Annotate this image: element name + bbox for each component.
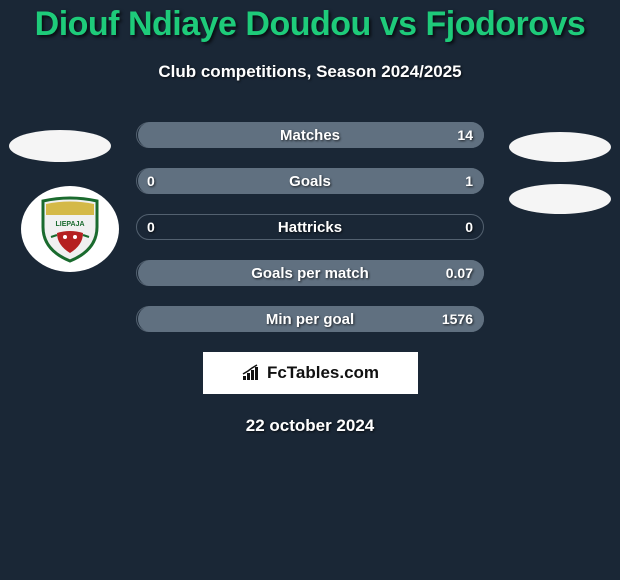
player1-placeholder-icon: [9, 130, 111, 162]
stat-label: Goals per match: [251, 265, 369, 282]
stat-value-left: 0: [147, 219, 155, 235]
team2-placeholder-icon: [509, 184, 611, 214]
stat-row: Min per goal 1576: [136, 306, 484, 332]
date-label: 22 october 2024: [0, 416, 620, 436]
brand-label: FcTables.com: [267, 363, 379, 383]
page-title: Diouf Ndiaye Doudou vs Fjodorovs: [0, 5, 620, 44]
svg-text:LIEPAJA: LIEPAJA: [55, 221, 84, 228]
team1-logo: LIEPAJA: [21, 186, 119, 272]
branding-box: FcTables.com: [203, 352, 418, 394]
comparison-content: LIEPAJA Matches 14 0 Goals 1: [0, 122, 620, 436]
stat-value-left: 0: [147, 173, 155, 189]
subtitle: Club competitions, Season 2024/2025: [0, 62, 620, 82]
stat-row: Matches 14: [136, 122, 484, 148]
stat-value-right: 0: [465, 219, 473, 235]
stat-label: Min per goal: [266, 311, 354, 328]
stat-label: Goals: [289, 173, 331, 190]
stat-row: 0 Hattricks 0: [136, 214, 484, 240]
stat-row: 0 Goals 1: [136, 168, 484, 194]
stat-value-right: 14: [457, 127, 473, 143]
stat-value-right: 1: [465, 173, 473, 189]
stat-label: Matches: [280, 127, 340, 144]
player2-placeholder-icon: [509, 132, 611, 162]
stat-row: Goals per match 0.07: [136, 260, 484, 286]
stat-label: Hattricks: [278, 219, 342, 236]
stats-list: Matches 14 0 Goals 1 0 Hattricks 0 Goals…: [136, 122, 484, 332]
stat-value-right: 1576: [442, 311, 473, 327]
stat-value-right: 0.07: [446, 265, 473, 281]
shield-icon: LIEPAJA: [39, 195, 101, 263]
chart-icon: [241, 364, 263, 382]
